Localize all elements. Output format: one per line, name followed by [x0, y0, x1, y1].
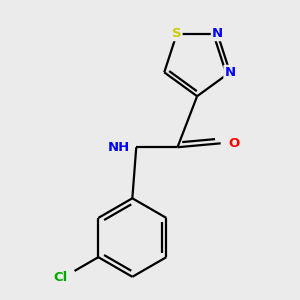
- Text: O: O: [229, 137, 240, 150]
- Text: NH: NH: [107, 141, 130, 154]
- Text: N: N: [212, 27, 223, 40]
- Text: Cl: Cl: [53, 271, 68, 284]
- Text: N: N: [224, 66, 236, 79]
- Text: S: S: [172, 27, 182, 40]
